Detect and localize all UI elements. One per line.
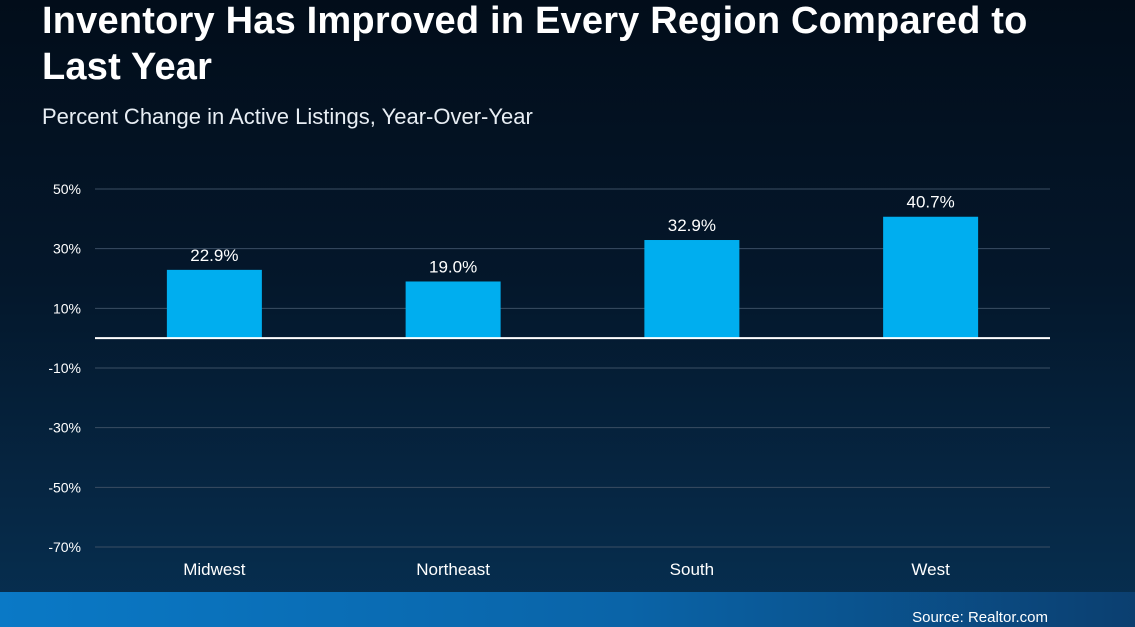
chart-subtitle: Percent Change in Active Listings, Year-… <box>42 104 533 129</box>
y-tick-label: -30% <box>48 420 81 436</box>
x-category-label: West <box>911 560 950 579</box>
bar-chart: 50% 30% 10% -10% -30% -50% -70% 22.9% Midwest 19.… <box>48 181 1050 579</box>
bar-south <box>644 240 740 339</box>
bar-northeast <box>405 281 501 339</box>
data-label: 22.9% <box>190 246 238 265</box>
data-label: 40.7% <box>907 193 955 212</box>
x-category-label: Northeast <box>416 560 490 579</box>
data-label: 19.0% <box>429 257 477 276</box>
y-tick-label: 50% <box>53 181 81 197</box>
bar-west <box>883 216 979 339</box>
data-label: 32.9% <box>668 216 716 235</box>
x-category-label: Midwest <box>183 560 246 579</box>
bar-midwest <box>166 269 262 339</box>
y-tick-label: 10% <box>53 300 81 316</box>
y-tick-label: 30% <box>53 241 81 257</box>
chart-title: Inventory Has Improved in Every Region C… <box>42 0 1028 88</box>
x-category-label: South <box>670 560 714 579</box>
footer-bar <box>0 592 1135 627</box>
y-tick-label: -50% <box>48 479 81 495</box>
y-tick-label: -70% <box>48 539 81 555</box>
y-tick-label: -10% <box>48 360 81 376</box>
source-note: Source: Realtor.com <box>912 609 1048 626</box>
